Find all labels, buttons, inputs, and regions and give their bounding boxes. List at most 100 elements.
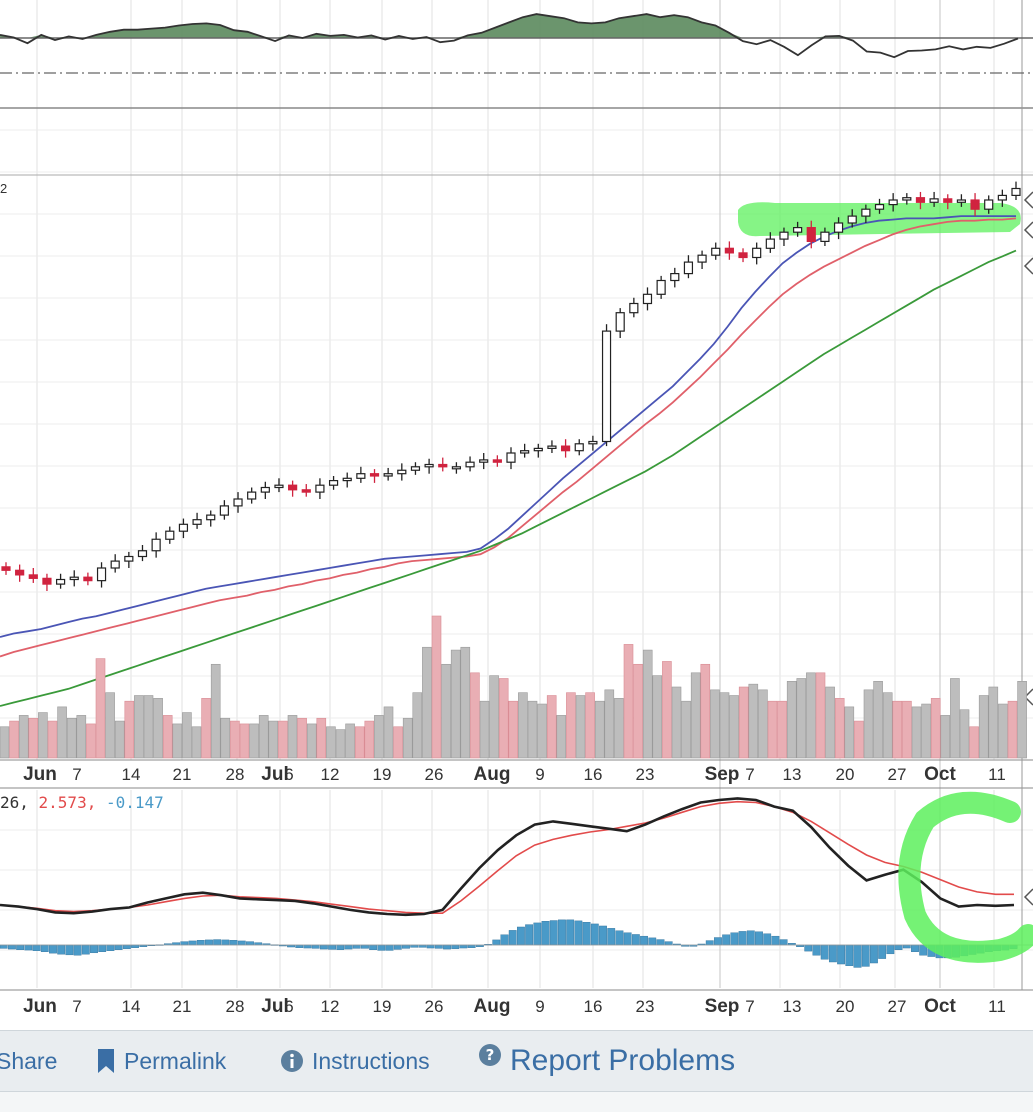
macd-hist-bar: [566, 919, 575, 946]
x-tick-label: 11: [988, 997, 1006, 1016]
volume-bar: [767, 700, 778, 759]
volume-bar: [383, 706, 394, 759]
macd-hist-bar: [525, 924, 534, 946]
candle-body: [137, 550, 148, 558]
candle-body: [192, 519, 202, 525]
volume-bar: [479, 700, 490, 759]
volume-bar: [230, 720, 240, 759]
macd-hist-bar: [81, 944, 90, 955]
macd-hist-bar: [16, 944, 25, 950]
macd-hist-bar: [894, 944, 903, 950]
price-marker: [1023, 888, 1033, 906]
candle-body: [1011, 187, 1021, 197]
macd-hist-bar: [714, 937, 722, 946]
candle-body: [247, 491, 257, 500]
volume-bar: [354, 726, 365, 759]
macd-hist-bar: [820, 944, 829, 960]
volume-bar: [268, 720, 279, 759]
volume-bar: [57, 706, 67, 759]
candle-body: [943, 198, 953, 203]
macd-hist-bar: [205, 939, 213, 946]
volume-bar: [450, 649, 461, 759]
candle-body: [28, 574, 38, 579]
macd-hist-bar: [533, 922, 542, 946]
candle-body: [793, 227, 803, 233]
share-link[interactable]: Share: [0, 1031, 57, 1091]
price-axis-label: 2: [0, 181, 7, 196]
macd-hist-bar: [779, 939, 788, 946]
macd-hist-bar: [221, 939, 230, 946]
candle-body: [711, 247, 721, 256]
x-tick-label: 21: [173, 997, 192, 1016]
macd-hist-bar: [32, 944, 41, 951]
macd-hist-bar: [558, 919, 566, 946]
macd-hist-bar: [295, 944, 304, 948]
volume-bar: [604, 689, 615, 759]
candle-body: [656, 279, 666, 295]
candle-body: [997, 194, 1007, 201]
volume-bar: [930, 698, 941, 759]
macd-hist-bar: [377, 944, 386, 951]
candle-body: [178, 523, 189, 532]
x-tick-label: 23: [636, 997, 655, 1016]
volume-bar: [220, 717, 231, 759]
candles: [1, 181, 1021, 591]
x-tick-label: 11: [988, 765, 1006, 784]
volume-bar: [1007, 700, 1018, 759]
volume-bars: [0, 615, 1027, 759]
volume-bar: [556, 715, 567, 759]
volume-bar: [345, 723, 355, 759]
volume-bar: [402, 717, 413, 759]
volume-bar: [287, 715, 298, 759]
x-tick-label: Jul: [261, 764, 288, 785]
volume-bar: [642, 649, 653, 759]
candle-body: [342, 477, 352, 482]
macd-hist-bar: [746, 930, 755, 946]
x-tick-label: 7: [72, 997, 81, 1016]
candle-body: [547, 445, 557, 450]
macd-hist-bar: [344, 944, 353, 950]
volume-bar: [950, 678, 960, 759]
macd-hist-bar: [615, 930, 624, 946]
volume-bar: [537, 703, 547, 759]
macd-hist-bar: [40, 944, 49, 953]
x-tick-label: Jun: [23, 764, 57, 785]
macd-histogram: [0, 919, 1018, 968]
volume-bar: [297, 717, 307, 759]
macd-hist-bar: [648, 937, 657, 946]
permalink-link[interactable]: Permalink: [96, 1031, 226, 1091]
annotation-c-mark: [898, 791, 1033, 963]
volume-bar: [38, 712, 48, 759]
macd-hist-bar: [393, 944, 402, 950]
volume-bar: [710, 689, 720, 759]
macd-hist-bar: [459, 944, 468, 949]
x-tick-label: 20: [836, 765, 855, 784]
candle-body: [55, 578, 66, 585]
volume-bar: [335, 729, 346, 759]
volume-bar: [882, 692, 893, 759]
instructions-link[interactable]: Instructions: [280, 1031, 430, 1091]
macd-hist-bar: [541, 921, 550, 946]
volume-bar: [662, 661, 672, 759]
volume-bar: [614, 698, 624, 759]
report-problems-link[interactable]: ? Report Problems: [478, 1031, 735, 1091]
macd-hist-bar: [870, 944, 878, 964]
volume-bar: [28, 717, 39, 759]
candle-body: [560, 445, 571, 452]
candle-body: [301, 489, 311, 493]
macd-hist-bar: [837, 944, 845, 965]
candle-body: [83, 576, 93, 582]
candle-body: [274, 484, 284, 489]
macd-hist-bar: [517, 926, 525, 946]
svg-text:?: ?: [486, 1046, 495, 1064]
volume-bar: [278, 720, 288, 759]
candle-body: [328, 480, 339, 486]
candle-body: [124, 555, 134, 562]
volume-bar: [969, 726, 979, 759]
macd-hist-bar: [853, 944, 862, 968]
x-tick-label: 13: [783, 997, 802, 1016]
x-tick-label: Jul: [261, 996, 288, 1017]
macd-legend-value2: -0.147: [106, 793, 164, 812]
